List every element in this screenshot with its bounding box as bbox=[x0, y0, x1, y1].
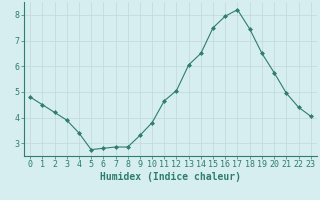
X-axis label: Humidex (Indice chaleur): Humidex (Indice chaleur) bbox=[100, 172, 241, 182]
